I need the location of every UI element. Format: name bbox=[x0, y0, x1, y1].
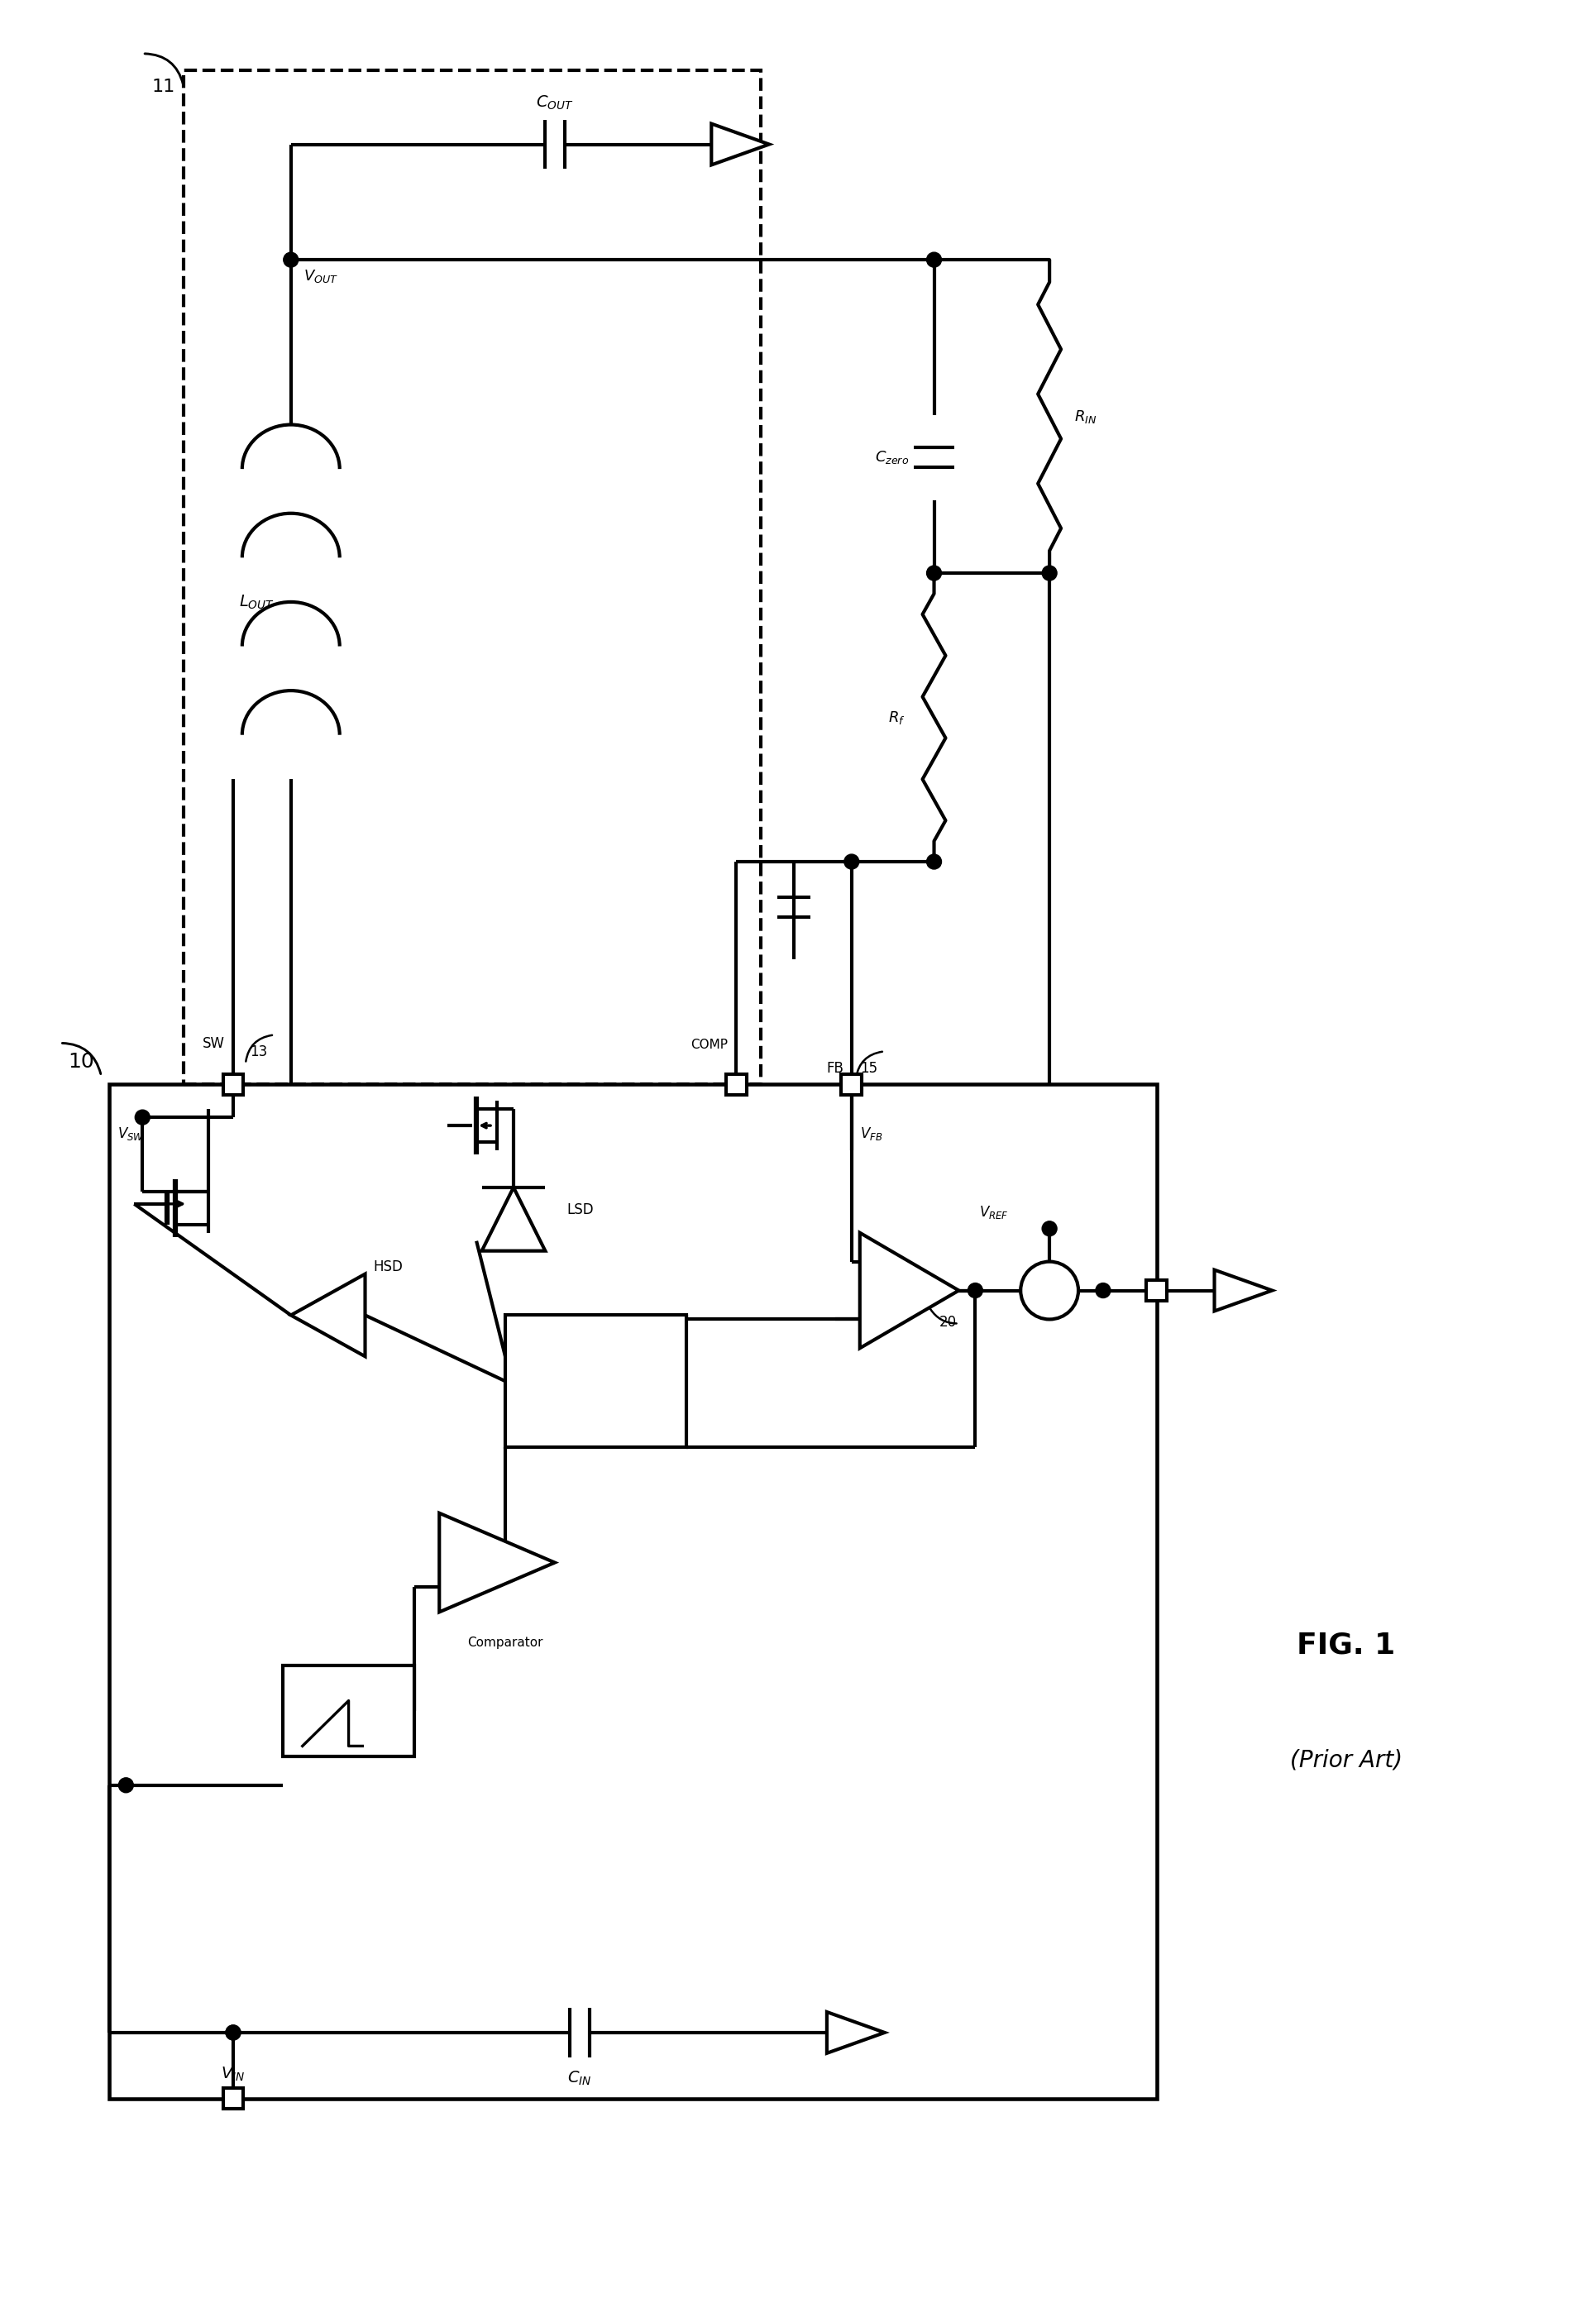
Bar bbox=[110, 1085, 1156, 2098]
Text: SW: SW bbox=[203, 1036, 225, 1052]
Text: 10: 10 bbox=[69, 1052, 94, 1071]
Polygon shape bbox=[712, 125, 769, 164]
Text: +: + bbox=[445, 1593, 456, 1606]
Circle shape bbox=[1095, 1283, 1109, 1297]
Text: FIG. 1: FIG. 1 bbox=[1296, 1632, 1395, 1659]
Text: COMP: COMP bbox=[691, 1039, 728, 1052]
Text: $C_{OUT}$: $C_{OUT}$ bbox=[536, 95, 573, 111]
Text: $V_{REF}$: $V_{REF}$ bbox=[978, 1205, 1007, 1221]
Text: -: - bbox=[448, 1519, 455, 1535]
Text: $V_{SW}$: $V_{SW}$ bbox=[118, 1126, 145, 1142]
Circle shape bbox=[1020, 1262, 1077, 1320]
Text: FB: FB bbox=[825, 1062, 843, 1076]
Polygon shape bbox=[439, 1514, 554, 1611]
Bar bbox=[223, 1073, 243, 1094]
Text: Logic: Logic bbox=[576, 1373, 614, 1389]
Text: $V_{OUT}$: $V_{OUT}$ bbox=[303, 268, 338, 284]
Circle shape bbox=[1042, 1221, 1057, 1237]
Bar bbox=[841, 1073, 862, 1094]
Circle shape bbox=[926, 252, 942, 268]
Circle shape bbox=[844, 854, 859, 870]
Text: 13: 13 bbox=[249, 1046, 267, 1059]
Bar bbox=[223, 2089, 243, 2110]
Bar bbox=[504, 1316, 686, 1447]
Circle shape bbox=[926, 854, 942, 870]
Text: $C_{zero}$: $C_{zero}$ bbox=[875, 450, 908, 466]
Text: -: - bbox=[871, 1322, 878, 1339]
Text: Comparator: Comparator bbox=[468, 1636, 543, 1650]
Circle shape bbox=[225, 2024, 241, 2040]
Circle shape bbox=[136, 1110, 150, 1124]
Bar bbox=[184, 69, 761, 1085]
Polygon shape bbox=[1215, 1269, 1272, 1311]
Text: (Prior Art): (Prior Art) bbox=[1290, 1749, 1401, 1773]
Polygon shape bbox=[827, 2013, 884, 2054]
Text: 11: 11 bbox=[152, 78, 176, 95]
Text: 20: 20 bbox=[938, 1316, 956, 1329]
Text: LSD: LSD bbox=[567, 1202, 594, 1219]
Text: HSD: HSD bbox=[373, 1260, 402, 1274]
Bar bbox=[282, 1666, 415, 1756]
Text: $R_f$: $R_f$ bbox=[887, 709, 905, 725]
Polygon shape bbox=[482, 1186, 544, 1251]
Polygon shape bbox=[290, 1274, 365, 1357]
Circle shape bbox=[967, 1283, 982, 1297]
Bar bbox=[1146, 1281, 1167, 1302]
Text: +: + bbox=[1039, 1281, 1053, 1295]
Circle shape bbox=[926, 565, 942, 582]
Text: $V_{FB}$: $V_{FB}$ bbox=[859, 1126, 883, 1142]
Text: Ramp: Ramp bbox=[330, 1692, 367, 1706]
Text: 15: 15 bbox=[859, 1062, 876, 1076]
Text: $R_{IN}$: $R_{IN}$ bbox=[1074, 409, 1096, 425]
Text: +: + bbox=[871, 1242, 883, 1258]
Text: $V_{IN}$: $V_{IN}$ bbox=[220, 2066, 246, 2084]
Bar bbox=[726, 1073, 745, 1094]
Text: $C_{IN}$: $C_{IN}$ bbox=[567, 2070, 592, 2086]
Polygon shape bbox=[859, 1232, 958, 1348]
Circle shape bbox=[1042, 565, 1057, 582]
Circle shape bbox=[118, 1777, 134, 1793]
Text: $L_{OUT}$: $L_{OUT}$ bbox=[239, 593, 275, 612]
Circle shape bbox=[284, 252, 298, 268]
Circle shape bbox=[225, 2024, 241, 2040]
